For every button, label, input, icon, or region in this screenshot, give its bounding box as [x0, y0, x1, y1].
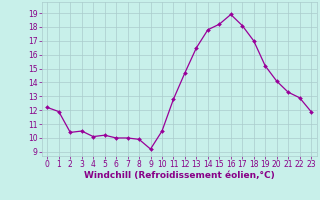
X-axis label: Windchill (Refroidissement éolien,°C): Windchill (Refroidissement éolien,°C) [84, 171, 275, 180]
